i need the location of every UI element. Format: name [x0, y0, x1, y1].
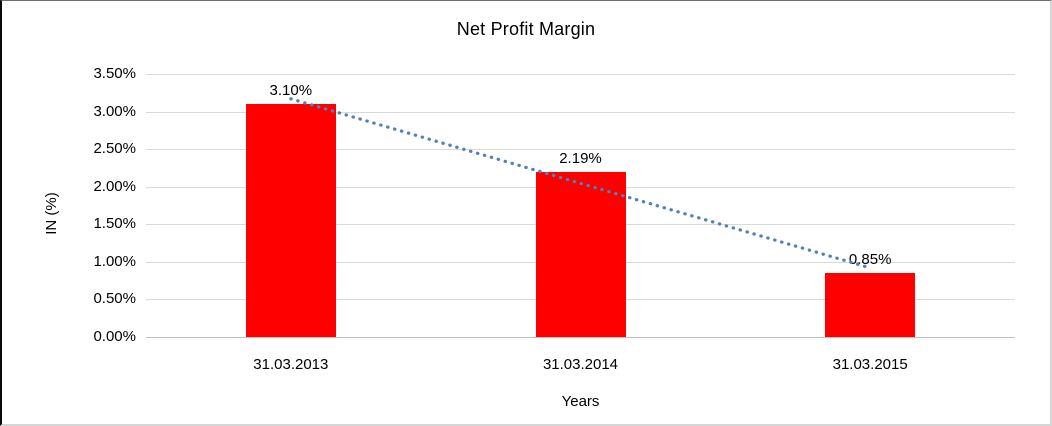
x-tick-label: 31.03.2013 [253, 356, 329, 373]
y-tick-label: 1.50% [93, 215, 136, 233]
x-axis-line [146, 337, 1015, 338]
y-tick-label: 2.00% [93, 177, 136, 195]
gridline [146, 74, 1015, 75]
y-tick-label: 3.50% [93, 65, 136, 82]
y-tick-label: 0.50% [93, 290, 136, 308]
chart-title: Net Profit Margin [456, 19, 596, 39]
x-axis-title: Years [561, 393, 600, 410]
y-tick-label: 3.00% [93, 102, 136, 120]
x-tick-label: 31.03.2014 [542, 356, 619, 373]
x-tick-label: 31.03.2015 [832, 356, 908, 373]
y-tick-label: 1.00% [93, 252, 136, 270]
bar-31.03.2013 [245, 104, 336, 337]
bar-data-label: 0.85% [848, 251, 892, 269]
y-tick-label: 2.50% [93, 140, 136, 158]
bar-data-label: 3.10% [269, 82, 313, 100]
y-axis-title: IN (%) [42, 192, 60, 235]
bar-31.03.2014 [535, 172, 626, 337]
bar-31.03.2015 [825, 273, 916, 337]
bar-data-label: 2.19% [559, 150, 602, 168]
y-tick-label: 0.00% [93, 328, 136, 345]
